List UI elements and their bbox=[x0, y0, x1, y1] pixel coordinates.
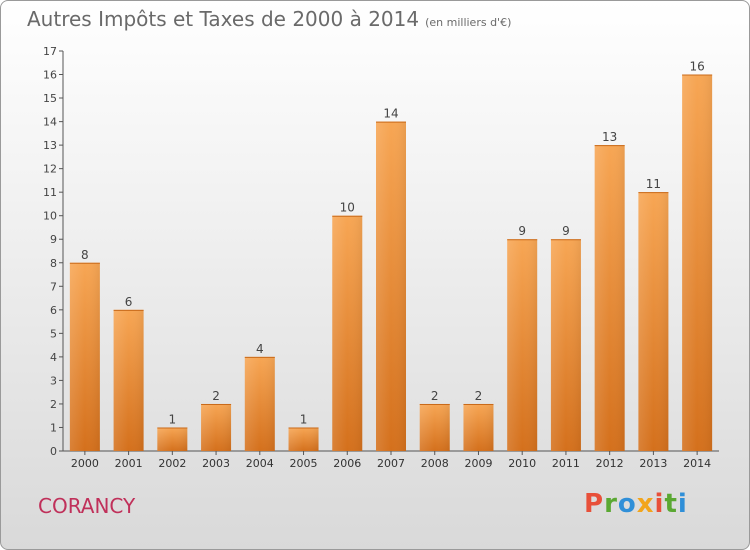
y-tick-label: 10 bbox=[43, 210, 57, 223]
y-tick-label: 14 bbox=[43, 116, 57, 129]
x-tick-label: 2000 bbox=[71, 457, 99, 470]
bar-value-label: 6 bbox=[125, 295, 133, 309]
y-tick-label: 2 bbox=[50, 398, 57, 411]
x-tick-label: 2008 bbox=[421, 457, 449, 470]
bar-shade bbox=[332, 215, 363, 451]
y-tick-label: 17 bbox=[43, 45, 57, 58]
logo-letter: i bbox=[677, 489, 688, 519]
logo-letter: x bbox=[636, 489, 655, 519]
y-tick-label: 1 bbox=[50, 421, 57, 434]
y-tick-label: 3 bbox=[50, 374, 57, 387]
bar-shade bbox=[463, 403, 494, 451]
bar-shade bbox=[288, 427, 319, 451]
x-tick-label: 2011 bbox=[552, 457, 580, 470]
chart-title-text: Autres Impôts et Taxes de 2000 à 2014 bbox=[27, 7, 420, 31]
logo-letter: i bbox=[654, 489, 665, 519]
x-tick-label: 2006 bbox=[333, 457, 361, 470]
bar-shade bbox=[157, 427, 188, 451]
bar-shade bbox=[507, 239, 538, 451]
bar-shade bbox=[69, 262, 100, 451]
logo-letter: P bbox=[584, 489, 605, 519]
bar-value-label: 2 bbox=[475, 389, 483, 403]
bar-value-label: 2 bbox=[431, 389, 439, 403]
y-tick-label: 9 bbox=[50, 233, 57, 246]
x-tick-label: 2007 bbox=[377, 457, 405, 470]
y-tick-label: 15 bbox=[43, 92, 57, 105]
y-tick-label: 4 bbox=[50, 351, 57, 364]
y-tick-label: 5 bbox=[50, 327, 57, 340]
bar-value-label: 2 bbox=[212, 389, 220, 403]
logo-letter: r bbox=[604, 489, 618, 519]
y-tick-label: 13 bbox=[43, 139, 57, 152]
y-tick-label: 11 bbox=[43, 186, 57, 199]
bar-shade bbox=[638, 192, 669, 452]
bar-value-label: 9 bbox=[518, 224, 526, 238]
y-tick-label: 6 bbox=[50, 304, 57, 317]
logo-letter: o bbox=[617, 489, 637, 519]
bar-value-label: 1 bbox=[169, 412, 177, 426]
bar-value-label: 11 bbox=[646, 177, 661, 191]
chart-subtitle: (en milliers d'€) bbox=[425, 16, 512, 29]
bar-shade bbox=[594, 145, 625, 451]
place-name: CORANCY bbox=[38, 494, 136, 518]
bar-value-label: 10 bbox=[340, 201, 355, 215]
y-tick-label: 12 bbox=[43, 163, 57, 176]
x-tick-label: 2003 bbox=[202, 457, 230, 470]
bar-shade bbox=[376, 121, 406, 452]
x-tick-label: 2009 bbox=[464, 457, 492, 470]
bar-value-label: 8 bbox=[81, 248, 89, 262]
y-tick-label: 7 bbox=[50, 280, 57, 293]
x-tick-label: 2010 bbox=[508, 457, 536, 470]
y-tick-label: 8 bbox=[50, 257, 57, 270]
x-tick-label: 2005 bbox=[290, 457, 318, 470]
y-tick-label: 16 bbox=[43, 69, 57, 82]
bar-value-label: 13 bbox=[602, 130, 617, 144]
bar-value-label: 14 bbox=[383, 107, 398, 121]
logo-letter: t bbox=[664, 489, 678, 519]
bar-shade bbox=[550, 239, 581, 451]
x-tick-label: 2012 bbox=[596, 457, 624, 470]
chart-title: Autres Impôts et Taxes de 2000 à 2014 (en… bbox=[27, 7, 511, 31]
bar-value-label: 4 bbox=[256, 342, 264, 356]
bar-value-label: 16 bbox=[689, 60, 704, 74]
bar-shade bbox=[113, 309, 144, 451]
bar-value-label: 9 bbox=[562, 224, 570, 238]
bar-value-label: 1 bbox=[300, 412, 308, 426]
proxiti-logo[interactable]: Proxiti bbox=[584, 489, 688, 519]
bar-shade bbox=[419, 403, 450, 451]
x-tick-label: 2002 bbox=[158, 457, 186, 470]
x-tick-label: 2004 bbox=[246, 457, 274, 470]
x-tick-label: 2001 bbox=[115, 457, 143, 470]
x-tick-label: 2013 bbox=[639, 457, 667, 470]
bar-shade bbox=[201, 403, 232, 451]
bar-shade bbox=[682, 74, 713, 451]
x-tick-label: 2014 bbox=[683, 457, 711, 470]
bar-shade bbox=[244, 356, 275, 451]
y-tick-label: 0 bbox=[50, 445, 57, 458]
